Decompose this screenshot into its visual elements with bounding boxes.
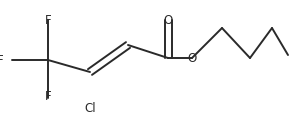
Text: Cl: Cl (84, 102, 96, 115)
Text: F: F (45, 90, 51, 104)
Text: F: F (45, 14, 51, 28)
Text: F: F (0, 54, 3, 66)
Text: O: O (163, 14, 173, 28)
Text: O: O (187, 52, 197, 66)
